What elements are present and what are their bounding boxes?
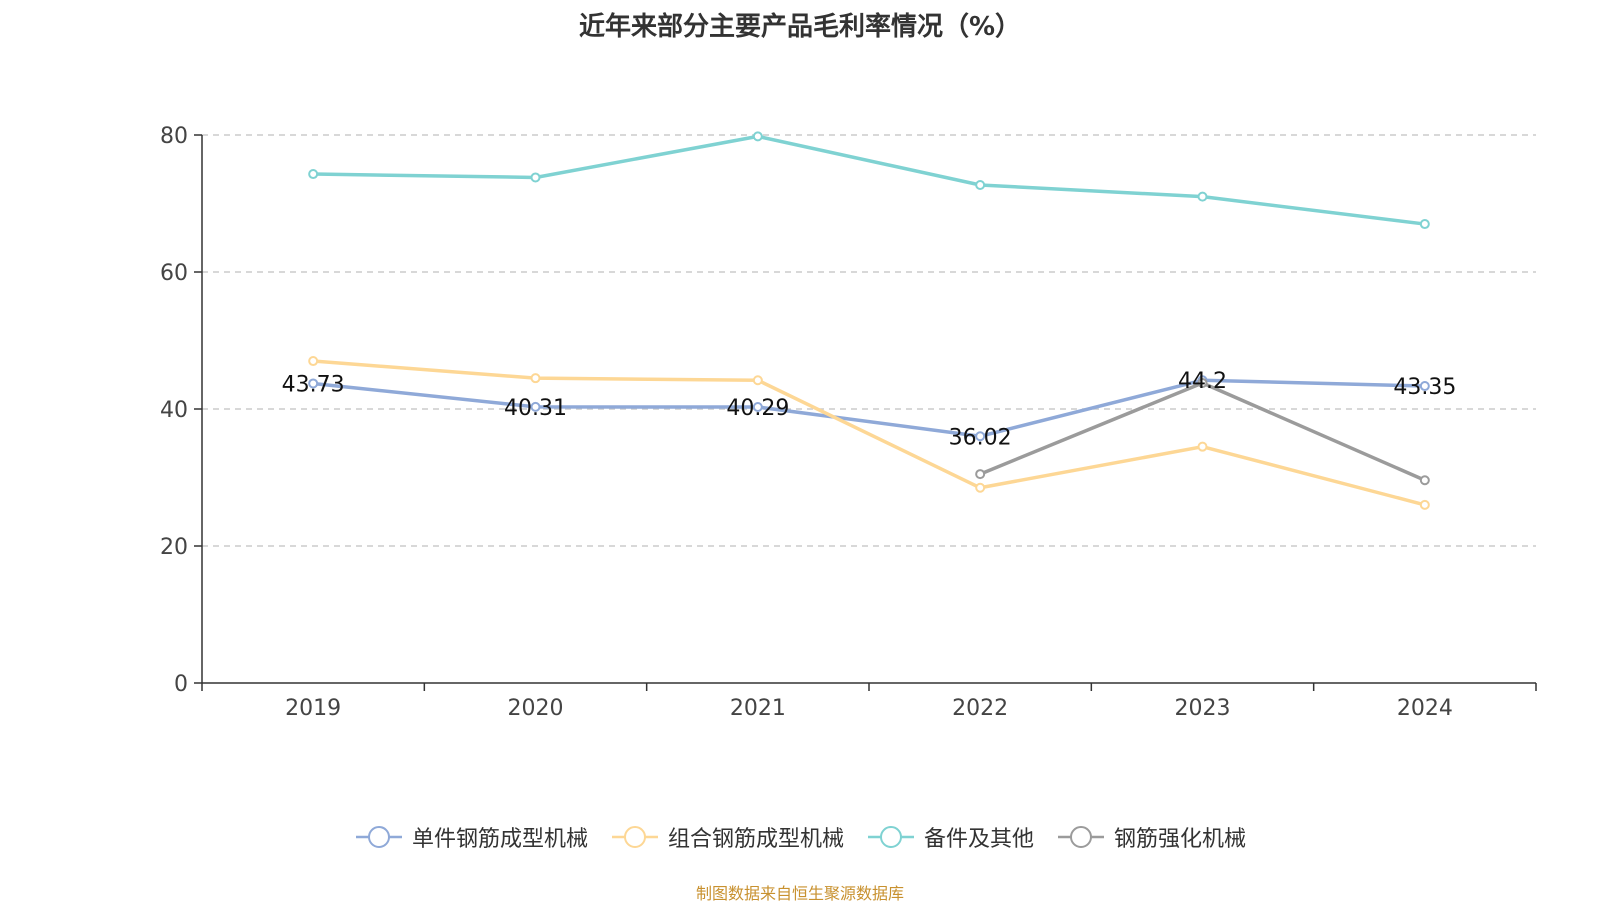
data-label: 43.35 [1393,375,1456,400]
x-tick-label: 2020 [508,696,564,721]
x-tick-label: 2021 [730,696,786,721]
data-point [1197,191,1208,202]
data-point [308,169,319,180]
data-point [1419,475,1430,486]
data-label: 40.31 [504,396,567,421]
data-label: 44.2 [1178,369,1227,394]
grid-lines [202,134,1536,547]
x-tick-label: 2024 [1397,696,1453,721]
legend-item-3[interactable]: 备件及其他 [866,821,1034,853]
legend-label: 组合钢筋成型机械 [667,827,844,852]
x-tick-label: 2023 [1175,696,1231,721]
data-point [530,373,541,384]
legend-item-1[interactable]: 单件钢筋成型机械 [354,821,588,853]
y-tick-label: 0 [174,672,188,697]
data-point [752,402,763,413]
data-point [975,431,986,442]
data-point [752,131,763,142]
source-note: 制图数据来自恒生聚源数据库 [695,884,904,903]
data-point [975,469,986,480]
y-tick-label: 40 [160,398,188,423]
data-labels: 43.73 40.31 40.29 36.02 44.2 43.35 [282,369,1457,450]
legend-marker-icon [355,826,402,848]
legend: 单件钢筋成型机械 组合钢筋成型机械 备件及其他 钢筋强化机械 [0,820,1600,854]
legend-label: 备件及其他 [924,827,1035,852]
data-point [752,375,763,386]
y-tick-label: 60 [160,261,188,286]
x-tick-label: 2019 [285,696,341,721]
legend-marker-icon [868,826,914,848]
y-tick-label: 80 [160,124,188,149]
legend-marker-icon [1058,826,1105,848]
series-line-1 [312,378,1425,439]
axes: 0 20 40 60 80 2019 2020 2021 2022 2023 2024 [160,124,1537,721]
series-line-3 [313,134,1426,226]
data-point [530,172,541,183]
x-tick-label: 2022 [952,696,1008,721]
data-label: 36.02 [949,425,1012,450]
data-point [975,482,986,493]
data-point [975,180,986,191]
legend-label: 钢筋强化机械 [1114,827,1247,852]
data-label: 43.73 [282,372,345,397]
legend-item-4[interactable]: 钢筋强化机械 [1056,821,1246,853]
data-label: 40.29 [726,396,789,421]
data-point [1419,219,1430,230]
series-line-4 [979,381,1426,482]
legend-label: 单件钢筋成型机械 [411,827,588,852]
data-point [530,401,541,412]
data-point [1197,441,1208,452]
data-point [308,378,319,389]
chart-title: 近年来部分主要产品毛利率情况（%） [578,12,1022,42]
series-lines [308,131,1430,510]
data-point [1419,499,1430,510]
legend-marker-icon [611,826,658,848]
data-point [308,356,319,367]
data-point [1197,377,1208,388]
series-line-2 [313,359,1426,507]
y-tick-label: 20 [160,535,188,560]
data-point [1419,381,1430,392]
legend-item-2[interactable]: 组合钢筋成型机械 [610,821,844,853]
